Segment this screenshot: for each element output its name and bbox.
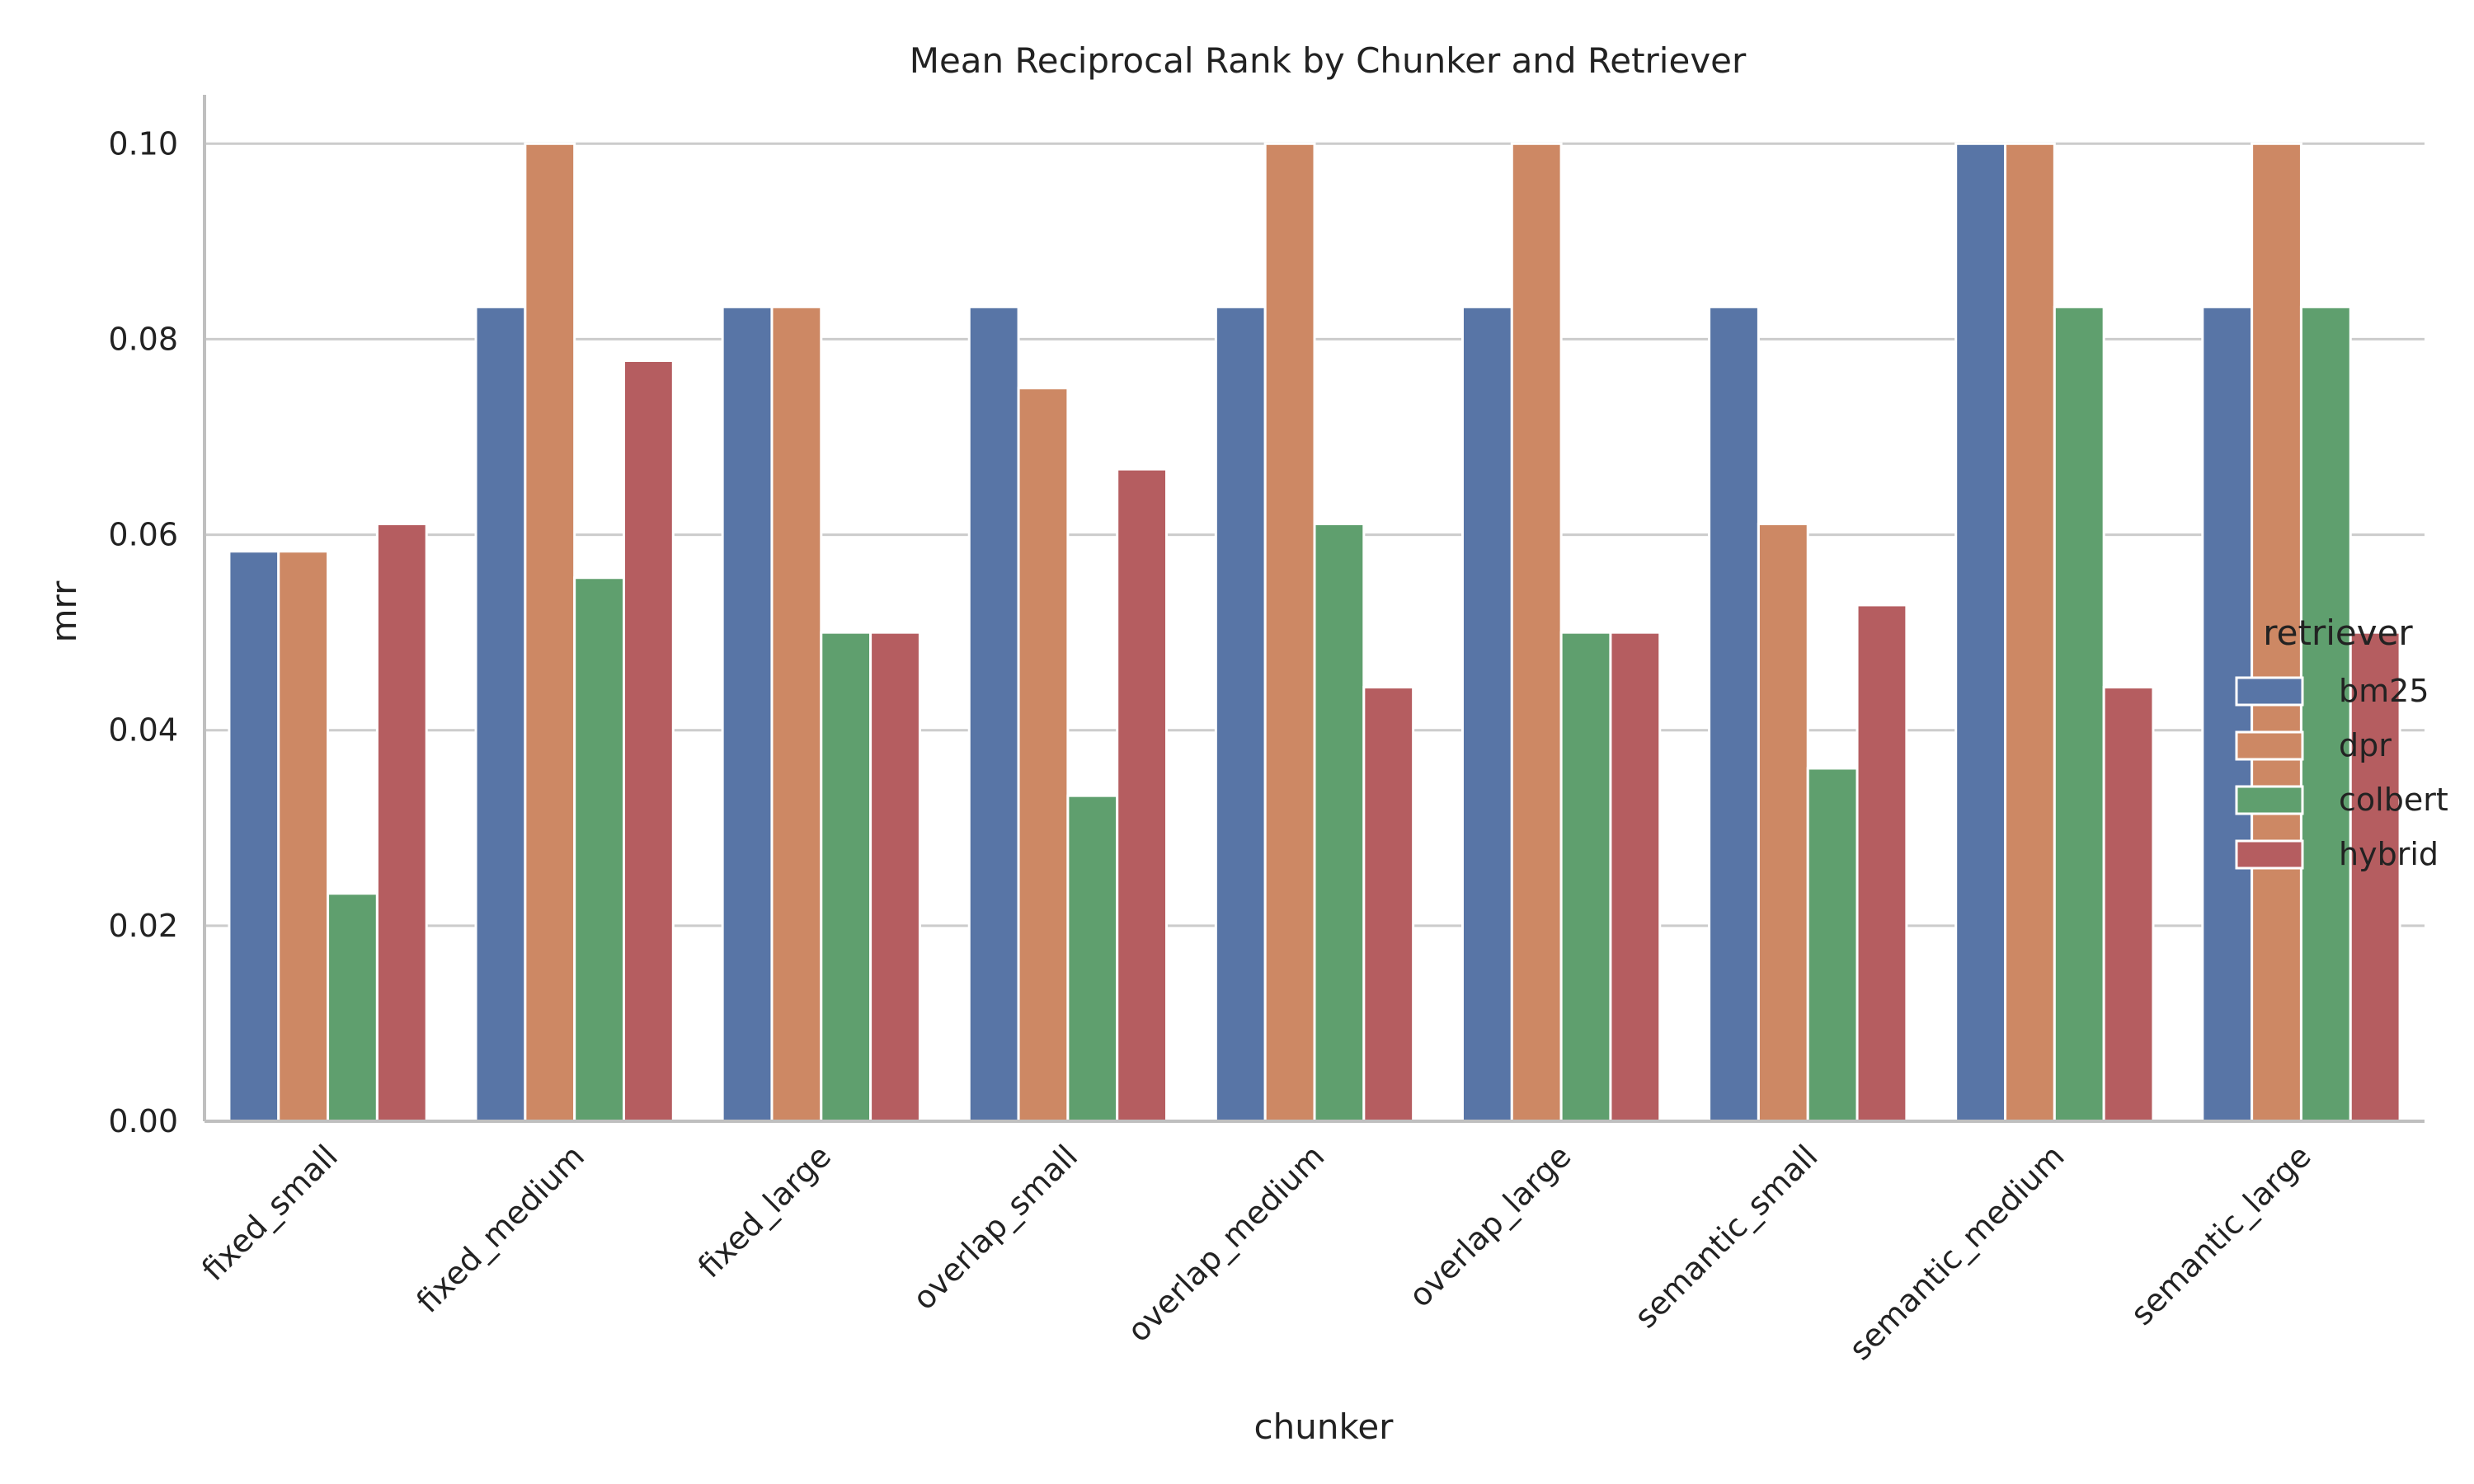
y-tick-label: 0.06: [108, 517, 178, 553]
bar-dpr-overlap_large: [1510, 142, 1563, 1123]
bar-bm25-semantic_small: [1708, 305, 1760, 1123]
bar-dpr-overlap_small: [1017, 387, 1070, 1123]
y-tick-label: 0.04: [108, 712, 178, 749]
legend-swatch-colbert: [2235, 785, 2304, 815]
bar-dpr-fixed_large: [770, 305, 823, 1123]
x-tick-labels: fixed_small fixed_medium fixed_large overla…: [195, 1138, 2318, 1367]
legend: retriever bm25 dpr colbert hybrid: [2235, 613, 2448, 872]
bar-hybrid-semantic_large: [2349, 631, 2401, 1123]
y-tick-labels: 0.00 0.02 0.04 0.06 0.08 0.10: [108, 125, 178, 1139]
chart-title: Mean Reciprocal Rank by Chunker and Retr…: [910, 40, 1747, 81]
legend-swatch-dpr: [2235, 730, 2304, 761]
bar-bm25-fixed_large: [721, 305, 774, 1123]
x-tick-label: semantic_small: [1627, 1138, 1824, 1335]
bar-bm25-semantic_large: [2201, 305, 2254, 1123]
legend-label-dpr: dpr: [2339, 727, 2392, 763]
bar-bm25-semantic_medium: [1954, 142, 2007, 1123]
legend-swatch-hybrid: [2235, 839, 2304, 870]
x-tick-label: semantic_medium: [1842, 1138, 2072, 1367]
legend-title: retriever: [2263, 613, 2413, 653]
x-tick-label: overlap_medium: [1120, 1138, 1331, 1349]
bar-colbert-semantic_medium: [2053, 305, 2105, 1123]
bar-dpr-semantic_small: [1757, 523, 1809, 1123]
bar-colbert-overlap_large: [1559, 631, 1612, 1123]
y-axis-label: mrr: [44, 580, 84, 642]
x-axis-label: chunker: [1254, 1407, 1395, 1447]
bar-colbert-fixed_medium: [573, 576, 625, 1123]
bar-hybrid-fixed_medium: [622, 359, 675, 1123]
bar-hybrid-overlap_medium: [1362, 686, 1415, 1123]
bar-hybrid-fixed_small: [375, 523, 428, 1123]
x-tick-label: overlap_large: [1402, 1138, 1578, 1314]
bar-hybrid-semantic_small: [1856, 603, 1908, 1123]
legend-label-hybrid: hybrid: [2339, 836, 2439, 872]
bar-hybrid-fixed_large: [869, 631, 921, 1123]
bar-colbert-fixed_small: [327, 892, 379, 1123]
bar-dpr-semantic_medium: [2004, 142, 2056, 1123]
bar-dpr-overlap_medium: [1263, 142, 1316, 1123]
y-tick-label: 0.10: [108, 125, 178, 162]
bar-bm25-overlap_medium: [1214, 305, 1267, 1123]
bar-dpr-fixed_medium: [524, 142, 576, 1123]
legend-label-bm25: bm25: [2339, 673, 2429, 709]
bar-hybrid-semantic_medium: [2102, 686, 2155, 1123]
bar-colbert-semantic_large: [2299, 305, 2352, 1123]
bar-bm25-fixed_small: [228, 550, 280, 1123]
legend-label-colbert: colbert: [2339, 782, 2448, 818]
x-tick-label: semantic_large: [2124, 1138, 2318, 1332]
bar-dpr-fixed_small: [277, 550, 330, 1123]
x-tick-label: fixed_medium: [409, 1138, 591, 1320]
bars: [228, 142, 2401, 1123]
bar-colbert-semantic_small: [1806, 767, 1859, 1123]
bar-bm25-overlap_large: [1460, 305, 1513, 1123]
bar-colbert-overlap_small: [1066, 794, 1119, 1123]
x-tick-label: fixed_large: [691, 1138, 838, 1284]
x-tick-label: fixed_small: [195, 1138, 345, 1288]
bar-colbert-overlap_medium: [1313, 523, 1366, 1123]
bar-bm25-fixed_medium: [474, 305, 527, 1123]
y-tick-label: 0.08: [108, 321, 178, 357]
legend-swatch-bm25: [2235, 676, 2304, 707]
bar-bm25-overlap_small: [967, 305, 1020, 1123]
y-tick-label: 0.00: [108, 1103, 178, 1139]
y-tick-label: 0.02: [108, 908, 178, 944]
bar-hybrid-overlap_large: [1609, 631, 1662, 1123]
x-tick-label: overlap_small: [905, 1138, 1084, 1317]
bar-colbert-fixed_large: [820, 631, 872, 1123]
bar-hybrid-overlap_small: [1116, 467, 1169, 1123]
